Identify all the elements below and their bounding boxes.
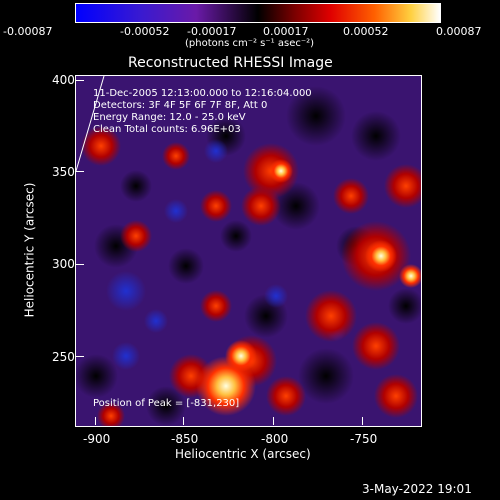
x-tick-label-4: -750 [350,432,378,446]
info-line-2: Detectors: 3F 4F 5F 6F 7F 8F, Att 0 [93,100,268,111]
y-tick-mark-1 [76,80,84,81]
y-tick-label-1: 400 [52,73,75,87]
x-axis-label: Heliocentric X (arcsec) [175,447,311,461]
colorbar-tick-3: -0.00017 [187,25,237,38]
x-tick-mark-4 [362,417,363,425]
colorbar [75,3,441,23]
y-tick-mark-4 [76,356,84,357]
x-tick-mark-2 [183,417,184,425]
info-line-1: 11-Dec-2005 12:13:00.000 to 12:16:04.000 [93,88,312,99]
colorbar-unit-label: (photons cm⁻² s⁻¹ asec⁻²) [185,38,315,49]
colorbar-tick-1: -0.00087 [3,25,53,38]
colorbar-tick-6: 0.00087 [436,25,482,38]
colorbar-tick-5: 0.00052 [343,25,389,38]
y-tick-label-4: 250 [52,350,75,364]
y-tick-label-3: 300 [52,257,75,271]
x-tick-label-2: -850 [171,432,199,446]
y-tick-mark-3 [76,264,84,265]
colorbar-tick-4: 0.00017 [263,25,309,38]
info-line-4: Clean Total counts: 6.96E+03 [93,124,241,135]
y-axis-label: Heliocentric Y (arcsec) [22,182,37,318]
footer-date: 3-May-2022 19:01 [362,482,472,496]
y-tick-label-2: 350 [52,165,75,179]
info-line-3: Energy Range: 12.0 - 25.0 keV [93,112,246,123]
x-tick-mark-3 [273,417,274,425]
colorbar-tick-2: -0.00052 [120,25,170,38]
y-tick-mark-2 [76,171,84,172]
rhessi-image [75,75,422,427]
peak-position: Position of Peak = [-831,230] [93,398,240,409]
image-texture [76,76,421,426]
plot-title: Reconstructed RHESSI Image [128,55,333,71]
x-tick-label-3: -800 [261,432,289,446]
x-tick-mark-1 [95,417,96,425]
x-tick-label-1: -900 [83,432,111,446]
